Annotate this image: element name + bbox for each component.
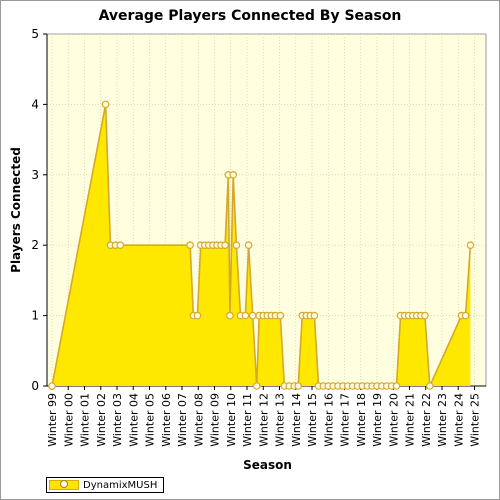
chart-title: Average Players Connected By Season <box>98 8 402 24</box>
data-point <box>276 311 285 320</box>
legend-label: DynamixMUSH <box>83 479 158 491</box>
x-tick-label: Winter 15 <box>306 393 319 447</box>
x-tick-label: Winter 07 <box>176 393 189 447</box>
legend-swatch <box>49 480 79 490</box>
x-axis-label: Season <box>243 458 292 472</box>
data-point <box>186 241 194 250</box>
x-tick-label: Winter 01 <box>79 393 92 447</box>
x-tick-label: Winter 02 <box>95 393 108 447</box>
data-point <box>226 311 234 320</box>
data-point <box>221 241 229 250</box>
legend: DynamixMUSH <box>46 477 165 493</box>
data-point <box>229 171 237 179</box>
x-tick-label: Winter 04 <box>127 393 140 447</box>
data-point <box>461 311 470 320</box>
x-tick-label: Winter 09 <box>209 393 222 447</box>
x-tick-label: Winter 13 <box>274 393 287 447</box>
data-point <box>193 311 202 320</box>
y-tick-label: 5 <box>31 27 39 41</box>
x-tick-label: Winter 24 <box>452 393 465 447</box>
data-point <box>244 241 253 250</box>
x-tick-label: Winter 14 <box>290 393 303 447</box>
data-point <box>310 311 319 320</box>
data-point <box>116 241 125 250</box>
x-tick-label: Winter 05 <box>144 393 157 447</box>
data-point <box>252 382 261 390</box>
y-tick-label: 2 <box>31 238 39 252</box>
x-tick-label: Winter 23 <box>436 393 449 447</box>
x-tick-label: Winter 20 <box>387 393 400 447</box>
data-point <box>232 241 241 250</box>
x-tick-label: Winter 19 <box>371 393 384 447</box>
x-tick-label: Winter 12 <box>257 393 270 447</box>
x-tick-label: Winter 18 <box>355 393 368 447</box>
x-tick-label: Winter 11 <box>241 393 254 447</box>
legend-marker-icon <box>60 480 68 488</box>
x-tick-label: Winter 16 <box>322 393 335 447</box>
x-tick-label: Winter 17 <box>339 393 352 447</box>
data-point <box>426 382 434 390</box>
data-point <box>392 382 401 390</box>
data-point <box>294 382 302 390</box>
data-point <box>101 100 110 109</box>
data-point <box>421 311 429 320</box>
y-tick-label: 0 <box>31 379 39 393</box>
y-tick-label: 4 <box>31 97 39 111</box>
x-tick-label: Winter 10 <box>225 393 238 447</box>
y-tick-label: 1 <box>31 309 39 323</box>
y-tick-label: 3 <box>31 168 39 182</box>
data-point <box>466 241 475 250</box>
data-point <box>248 311 257 320</box>
x-tick-label: Winter 03 <box>111 393 124 447</box>
data-point <box>241 311 250 320</box>
x-tick-label: Winter 99 <box>46 393 59 447</box>
x-tick-label: Winter 06 <box>160 393 173 447</box>
x-tick-label: Winter 00 <box>62 393 75 447</box>
data-point <box>48 382 56 390</box>
x-tick-label: Winter 21 <box>404 393 417 447</box>
x-tick-label: Winter 22 <box>420 393 433 447</box>
x-tick-label: Winter 08 <box>192 393 205 447</box>
series-area <box>52 104 471 387</box>
x-tick-label: Winter 25 <box>469 393 482 447</box>
